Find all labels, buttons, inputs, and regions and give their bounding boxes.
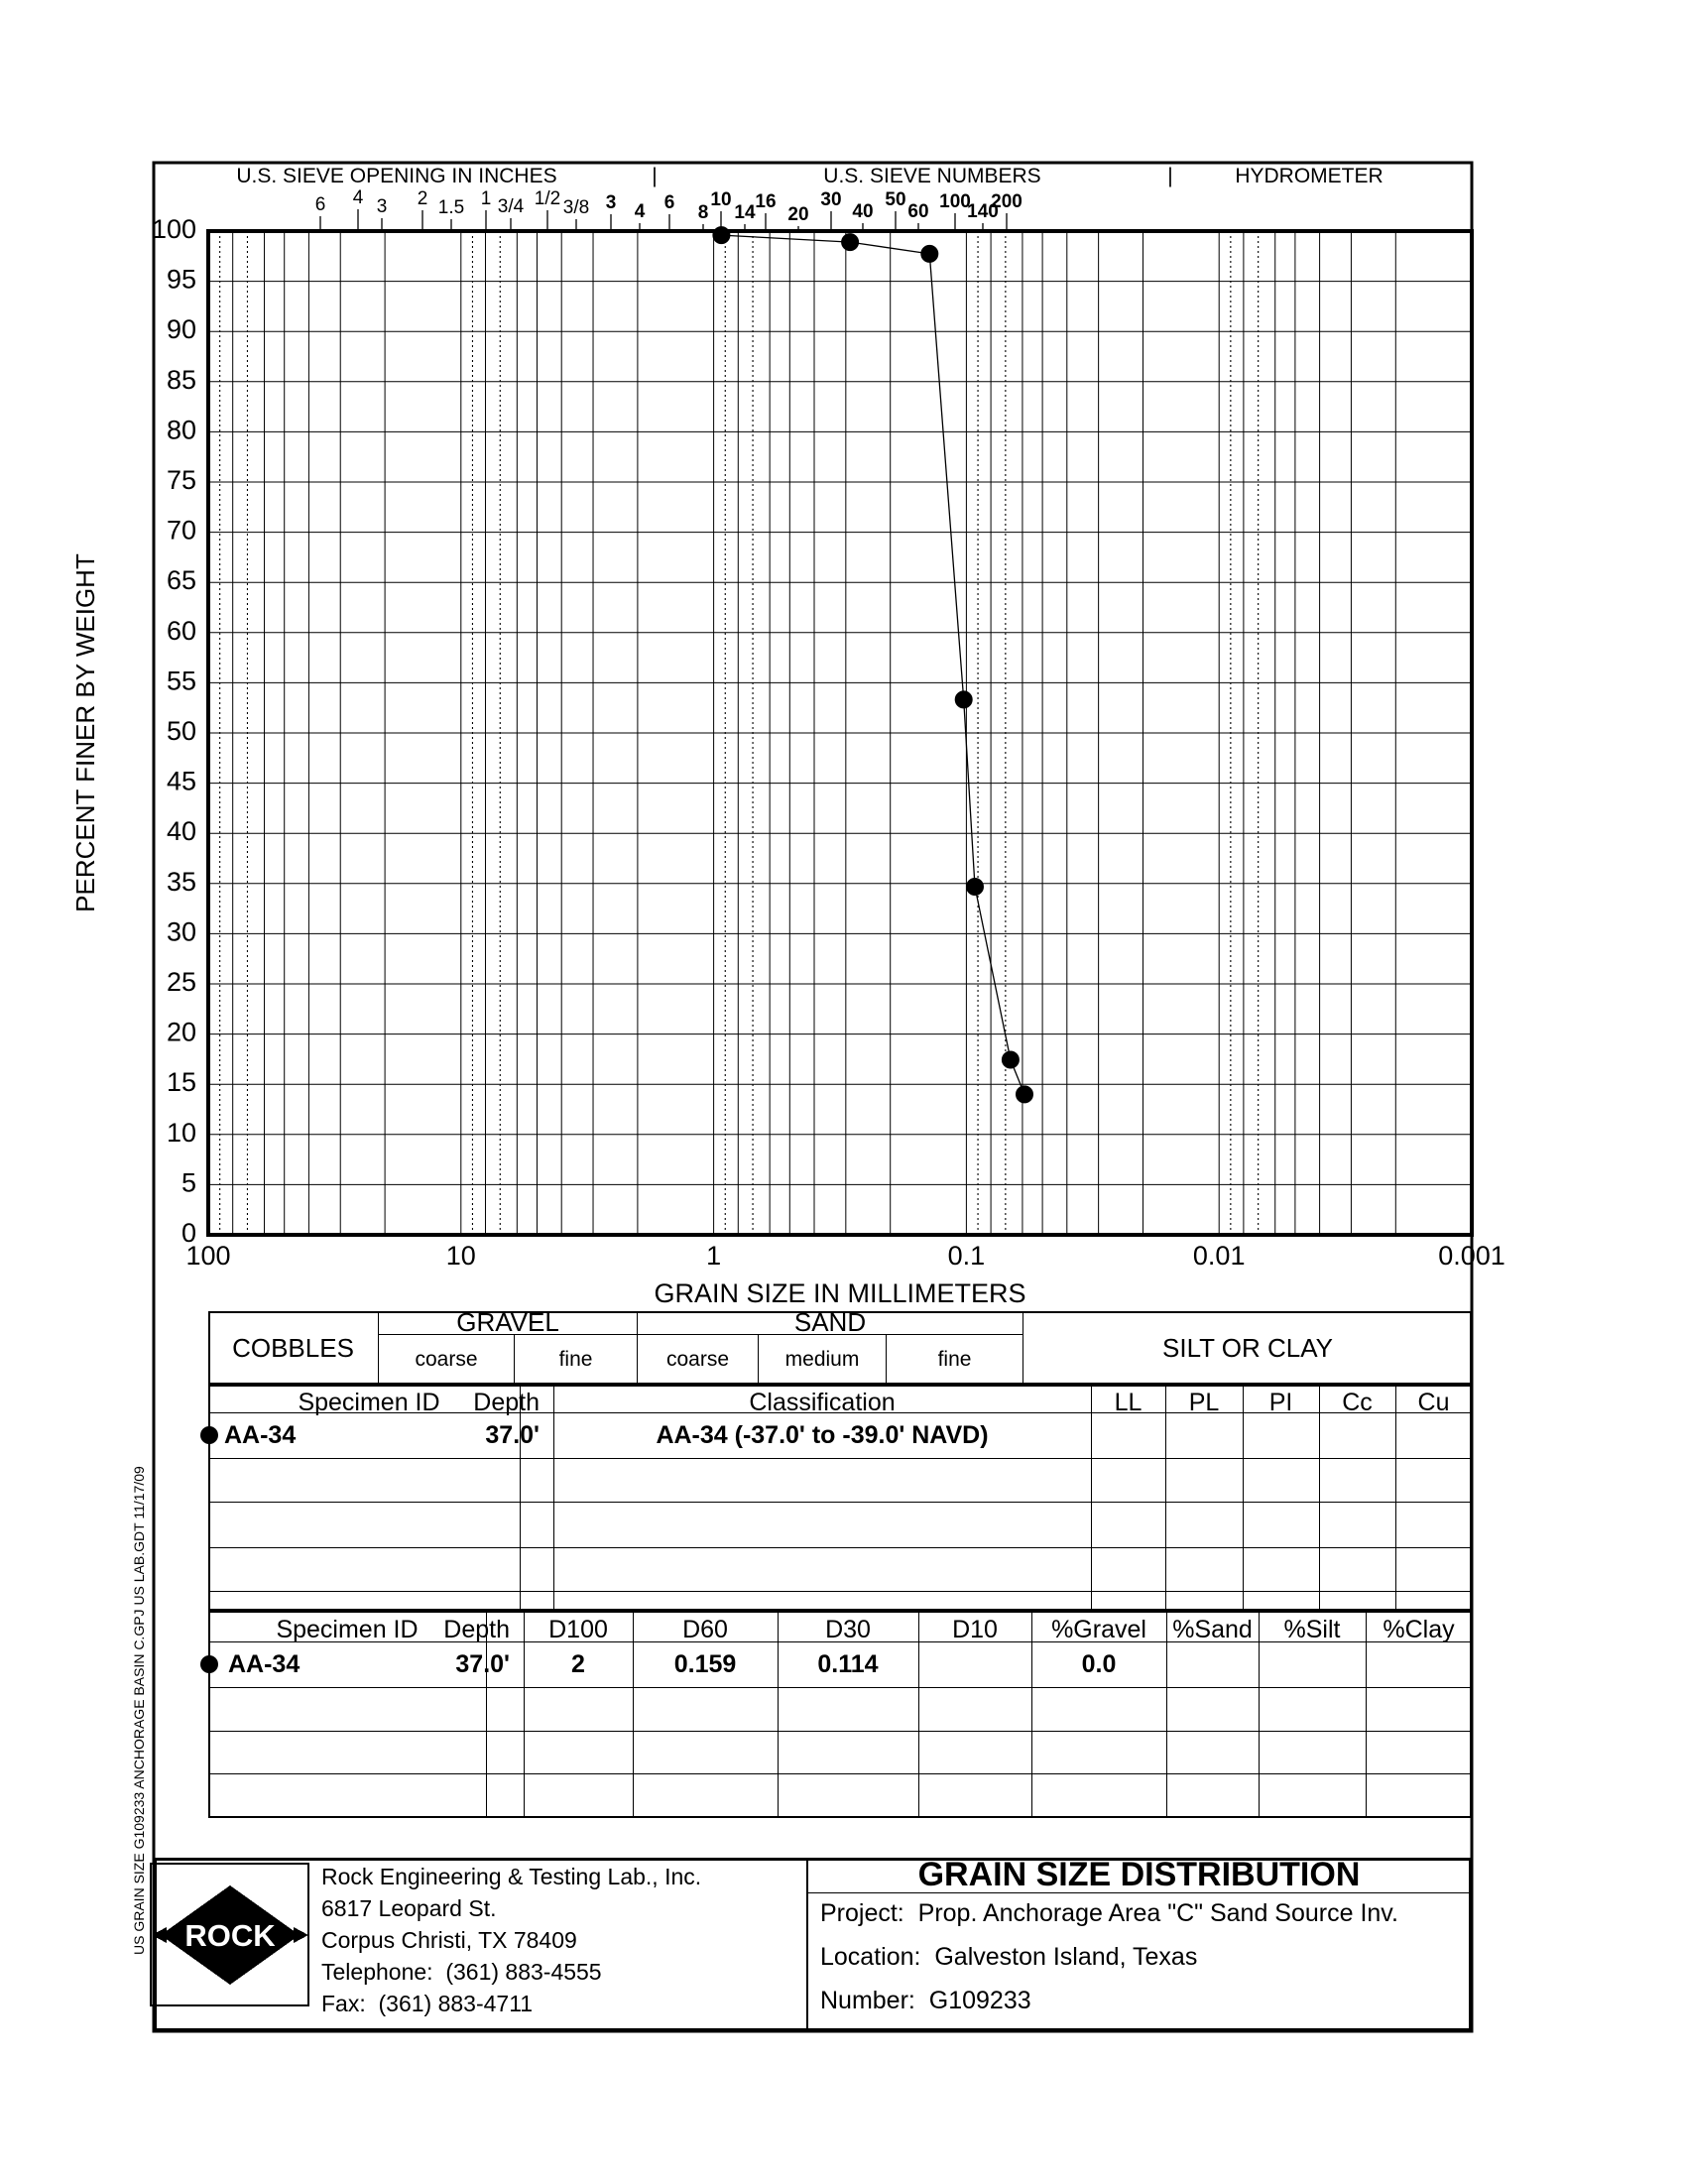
svg-text:U.S. SIEVE OPENING IN INCHES: U.S. SIEVE OPENING IN INCHES [236, 165, 556, 187]
svg-text:0.1: 0.1 [948, 1241, 986, 1271]
svg-text:|: | [652, 165, 657, 187]
svg-text:100: 100 [185, 1241, 230, 1271]
svg-text:60: 60 [167, 616, 196, 646]
svg-text:55: 55 [167, 666, 196, 695]
svg-text:8: 8 [698, 202, 709, 223]
svg-text:65: 65 [167, 565, 196, 595]
svg-text:50: 50 [885, 189, 905, 210]
svg-text:0.001: 0.001 [1438, 1241, 1505, 1271]
svg-text:85: 85 [167, 365, 196, 395]
svg-text:10: 10 [167, 1118, 196, 1148]
svg-text:2: 2 [418, 188, 428, 209]
svg-text:1: 1 [481, 188, 492, 209]
svg-text:1: 1 [706, 1241, 721, 1271]
svg-text:40: 40 [852, 201, 873, 222]
svg-text:4: 4 [635, 201, 646, 222]
svg-text:100: 100 [939, 191, 971, 212]
svg-text:35: 35 [167, 867, 196, 897]
svg-text:70: 70 [167, 516, 196, 546]
svg-text:200: 200 [991, 191, 1022, 212]
svg-text:1/2: 1/2 [535, 188, 560, 209]
svg-text:GRAIN SIZE IN MILLIMETERS: GRAIN SIZE IN MILLIMETERS [654, 1278, 1025, 1308]
svg-text:15: 15 [167, 1067, 196, 1097]
svg-text:ROCK: ROCK [184, 1918, 276, 1953]
svg-text:75: 75 [167, 465, 196, 495]
svg-text:6: 6 [664, 192, 675, 213]
svg-text:|: | [1167, 165, 1172, 187]
svg-text:30: 30 [820, 189, 841, 210]
svg-text:90: 90 [167, 314, 196, 344]
svg-text:5: 5 [181, 1167, 196, 1197]
svg-text:80: 80 [167, 415, 196, 444]
svg-text:4: 4 [353, 187, 364, 208]
svg-text:0.01: 0.01 [1193, 1241, 1246, 1271]
svg-text:30: 30 [167, 916, 196, 946]
svg-text:100: 100 [152, 214, 196, 244]
svg-text:14: 14 [734, 202, 756, 223]
svg-text:6: 6 [315, 194, 326, 215]
svg-text:3: 3 [377, 196, 388, 217]
svg-text:45: 45 [167, 767, 196, 796]
svg-text:10: 10 [446, 1241, 476, 1271]
svg-text:50: 50 [167, 716, 196, 746]
svg-text:95: 95 [167, 265, 196, 295]
svg-text:3/8: 3/8 [563, 197, 589, 218]
svg-text:25: 25 [167, 967, 196, 997]
svg-text:20: 20 [787, 204, 808, 225]
svg-text:20: 20 [167, 1018, 196, 1047]
svg-text:U.S. SIEVE NUMBERS: U.S. SIEVE NUMBERS [823, 165, 1040, 187]
svg-text:10: 10 [710, 189, 731, 210]
svg-text:40: 40 [167, 816, 196, 846]
svg-text:60: 60 [907, 201, 928, 222]
svg-text:HYDROMETER: HYDROMETER [1235, 165, 1383, 187]
svg-text:PERCENT FINER BY WEIGHT: PERCENT FINER BY WEIGHT [70, 553, 100, 912]
svg-text:3: 3 [606, 192, 617, 213]
svg-text:1.5: 1.5 [438, 197, 464, 218]
svg-text:16: 16 [755, 191, 776, 212]
svg-text:3/4: 3/4 [498, 196, 525, 217]
